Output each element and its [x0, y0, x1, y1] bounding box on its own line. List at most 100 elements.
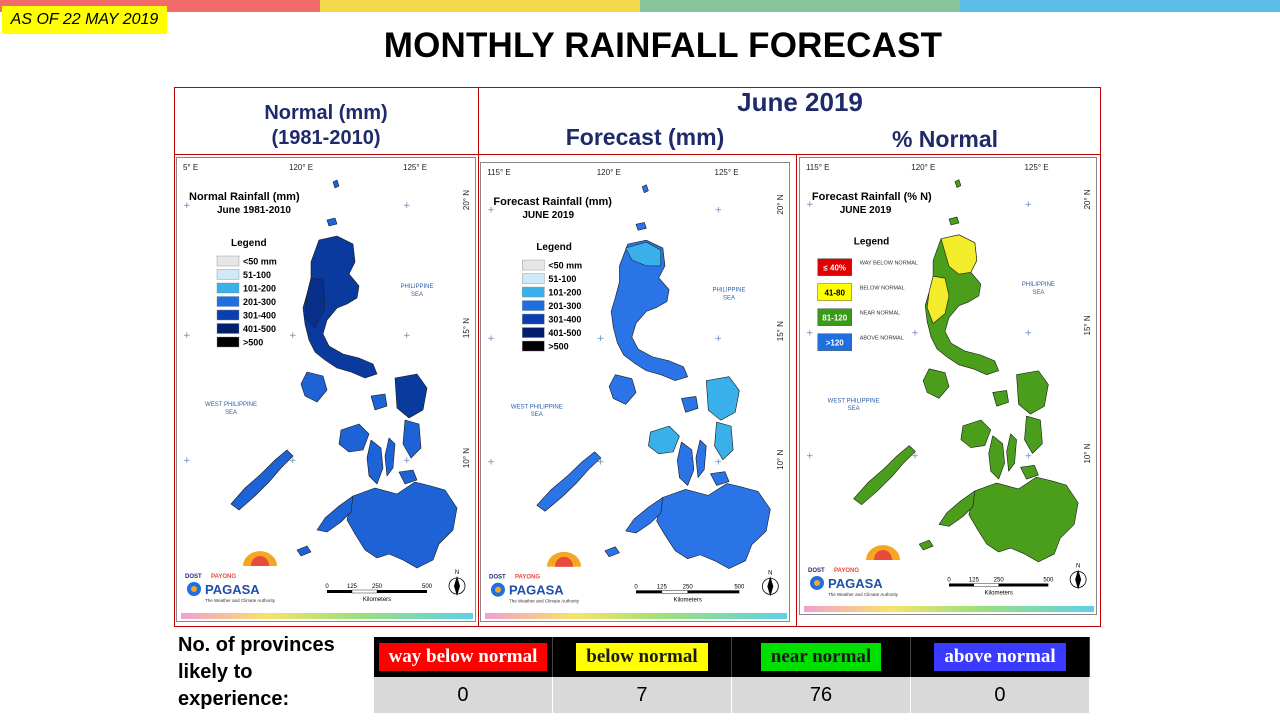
graticule-cross-icon: + [1024, 200, 1032, 210]
longitude-label: 120° E [597, 168, 621, 177]
header-normal-period: (1981-2010) [271, 127, 381, 149]
map-panel-normal: 5° E 120° E 125° E 20° N 15° N 10° N + + + + + + + + N… [176, 157, 476, 622]
north-label: N [455, 570, 459, 576]
category-way-below-normal: way below normal [378, 643, 548, 671]
scale-tick-label: 125 [347, 584, 358, 590]
logo-payong-text: PAYONG [834, 568, 859, 574]
legend-swatch [522, 286, 545, 298]
island-palawan [230, 449, 294, 511]
region-below-normal-north [940, 234, 978, 275]
header-percent-normal: % Normal [891, 126, 999, 152]
island-samar [394, 373, 428, 419]
legend-swatch [522, 340, 545, 352]
philippines-map [230, 179, 458, 569]
scale-unit-label: Kilometers [673, 597, 701, 603]
legend-swatch [817, 283, 852, 301]
logo-dost-text: DOST [489, 575, 506, 581]
graticule-cross-icon: + [487, 334, 495, 344]
graticule-cross-icon: + [806, 451, 814, 461]
graticule-cross-icon: + [1024, 451, 1032, 461]
island-panay [338, 423, 370, 453]
stats-label: No. of provinces likely to experience: [178, 634, 335, 710]
island-leyte [1024, 415, 1043, 454]
island-cebu [695, 439, 707, 478]
legend-item-label: NEAR NORMAL [860, 311, 900, 317]
west-philippine-sea-label: SEA [848, 406, 860, 412]
island-masbate [370, 393, 388, 411]
island-luzon [302, 235, 378, 379]
map-forecast: 115° E 120° E 125° E 20° N 15° N 10° N + + + + + + +… [485, 168, 787, 619]
legend-item-label: 401-500 [243, 324, 276, 334]
island-mindanao [968, 476, 1079, 563]
count-above-normal: 0 [910, 677, 1091, 713]
graticule-cross-icon: + [911, 451, 919, 461]
header-normal: Normal (mm) [264, 102, 388, 124]
map-panel-percent: 115° E 120° E 125° E 20° N 15° N 10° N + + + + + + +… [799, 157, 1097, 615]
map-title: Forecast Rainfall (mm) [493, 196, 612, 208]
scale-tick-label: 0 [947, 577, 951, 583]
legend-item-label: >500 [243, 338, 263, 348]
legend-swatch [216, 323, 240, 334]
graticule-cross-icon: + [1024, 328, 1032, 338]
island-batanes [332, 179, 340, 189]
legend-swatch [522, 313, 545, 325]
legend-item-label: 51-100 [243, 270, 271, 280]
scale-tick-label: 0 [325, 584, 329, 590]
logo-payong-text: PAYONG [515, 575, 540, 581]
latitude-label: 20° N [1083, 189, 1092, 209]
bottom-gradient-strip [804, 606, 1094, 612]
island-cebu [384, 437, 396, 477]
island-masbate [681, 396, 699, 413]
graticule-cross-icon: + [597, 334, 605, 344]
philippine-sea-label: SEA [723, 296, 735, 302]
count-way-below-normal: 0 [374, 677, 553, 713]
latitude-label: 10° N [1083, 443, 1092, 463]
legend-swatch [817, 333, 852, 351]
graticule-cross-icon: + [715, 458, 723, 468]
latitude-label: 20° N [776, 194, 785, 214]
pagasa-emblem-center-icon [495, 586, 501, 593]
legend-item-label: 301-400 [243, 311, 276, 321]
island-palawan [853, 445, 916, 505]
map-subtitle: June 1981-2010 [217, 205, 291, 216]
island-bohol [1020, 465, 1039, 480]
philippine-sea-label: SEA [411, 292, 423, 298]
map-normal: 5° E 120° E 125° E20° N15° N10° N++++++++N… [181, 163, 473, 619]
category-below-normal: below normal [576, 643, 708, 671]
map-title: Normal Rainfall (mm) [189, 191, 300, 203]
legend-swatch [216, 269, 240, 280]
north-arrow-needle-icon [1075, 569, 1082, 590]
map-panel-forecast: 115° E 120° E 125° E 20° N 15° N 10° N + + + + + + +… [480, 162, 790, 622]
island-samar [705, 376, 740, 421]
island-luzon [924, 234, 999, 375]
legend-item-label: >500 [548, 342, 568, 352]
graticule-cross-icon: + [487, 205, 495, 215]
page-title: MONTHLY RAINFALL FORECAST [383, 26, 943, 65]
column-divider-1 [478, 87, 479, 627]
west-philippine-sea-label: SEA [225, 410, 237, 416]
umbrella-logo-inner-icon [874, 549, 892, 560]
logo-payong-text: PAYONG [211, 574, 236, 580]
scale-bar-segment [973, 583, 999, 587]
graticule-cross-icon: + [487, 458, 495, 468]
map-subtitle: JUNE 2019 [840, 205, 892, 216]
longitude-label: 120° E [289, 163, 313, 172]
legend-swatch-label: 81-120 [822, 314, 847, 323]
island-palawan [536, 451, 602, 512]
category-near-normal: near normal [760, 643, 882, 671]
umbrella-logo-inner-icon [251, 556, 269, 566]
north-arrow-needle-icon [767, 576, 774, 597]
graticule-cross-icon: + [289, 331, 297, 341]
island-luzon [610, 239, 688, 381]
legend-item-label: 101-200 [548, 288, 581, 298]
longitude-label: 120° E [911, 163, 935, 172]
legend-item-label: WAY BELOW NORMAL [860, 261, 918, 267]
graticule-cross-icon: + [715, 205, 723, 215]
bottom-gradient-strip [181, 613, 473, 619]
west-philippine-sea-label: WEST PHILIPPINE [205, 402, 257, 408]
header-divider [174, 154, 1101, 155]
graticule-cross-icon: + [183, 456, 191, 466]
color-strip-blue [960, 0, 1280, 12]
category-row: way below normal below normal near norma… [374, 637, 1091, 677]
date-badge: AS OF 22 MAY 2019 [2, 6, 167, 34]
